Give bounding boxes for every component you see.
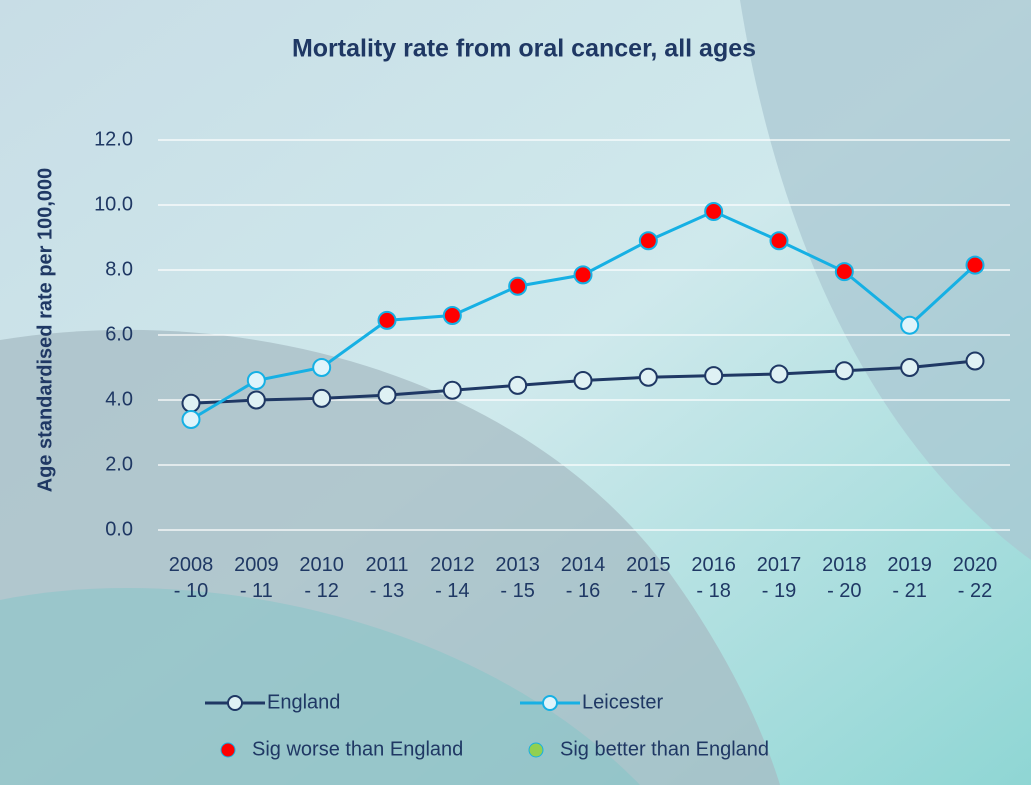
data-point xyxy=(573,371,593,390)
data-point xyxy=(638,367,658,387)
data-point xyxy=(965,351,985,371)
data-point xyxy=(769,231,789,251)
data-point xyxy=(181,393,201,413)
y-tick-label: 8.0 xyxy=(105,258,133,280)
data-point xyxy=(312,358,332,377)
y-tick-label: 6.0 xyxy=(105,323,133,345)
data-point xyxy=(900,358,920,377)
y-tick-label: 4.0 xyxy=(105,388,133,410)
data-point xyxy=(900,315,920,335)
x-tick-label: 2017 - 19 xyxy=(756,554,802,602)
legend-label: England xyxy=(267,691,340,713)
chart-title: Mortality rate from oral cancer, all age… xyxy=(292,35,756,63)
x-tick-label: 2018 - 20 xyxy=(822,554,867,602)
x-tick-label: 2012 - 14 xyxy=(430,554,475,602)
x-tick-label: 2019 - 21 xyxy=(887,554,932,602)
x-tick-label: 2016 - 18 xyxy=(691,554,736,602)
data-point xyxy=(704,202,724,221)
legend-marker xyxy=(528,742,544,758)
legend-marker xyxy=(542,695,558,711)
x-tick-label: 2009 - 11 xyxy=(234,554,279,602)
data-point xyxy=(508,375,528,395)
legend-label: Leicester xyxy=(582,691,663,713)
data-point xyxy=(246,390,266,410)
y-tick-label: 0.0 xyxy=(105,518,133,540)
y-tick-label: 2.0 xyxy=(105,453,133,475)
x-tick-label: 2015 - 17 xyxy=(626,554,671,602)
data-point xyxy=(377,385,397,405)
y-tick-label: 12.0 xyxy=(94,128,133,150)
legend-label: Sig better than England xyxy=(560,738,769,760)
data-point xyxy=(573,265,593,285)
data-point xyxy=(246,371,266,390)
x-tick-label: 2011 - 13 xyxy=(365,554,409,602)
y-axis-title: Age standardised rate per 100,000 xyxy=(34,168,56,493)
x-tick-label: 2013 - 15 xyxy=(495,554,540,602)
legend-label: Sig worse than England xyxy=(252,738,463,760)
data-point xyxy=(442,306,462,325)
data-point xyxy=(834,262,854,282)
y-tick-label: 10.0 xyxy=(94,193,133,215)
legend-marker xyxy=(227,695,243,711)
data-point xyxy=(965,255,985,275)
x-tick-label: 2020 - 22 xyxy=(952,554,998,602)
data-point xyxy=(181,410,201,429)
data-point xyxy=(638,231,658,251)
bg-shape xyxy=(0,329,780,785)
data-point xyxy=(442,380,462,400)
data-point xyxy=(769,364,789,384)
data-point xyxy=(377,310,397,330)
x-tick-label: 2010 - 12 xyxy=(299,554,344,602)
data-point xyxy=(834,361,854,381)
x-tick-label: 2014 - 16 xyxy=(560,554,606,602)
x-tick-label: 2008 - 10 xyxy=(168,554,214,602)
data-point xyxy=(312,388,332,408)
data-point xyxy=(508,276,528,296)
legend-marker xyxy=(220,742,236,758)
bg-shape xyxy=(0,588,640,785)
data-point xyxy=(704,366,724,386)
